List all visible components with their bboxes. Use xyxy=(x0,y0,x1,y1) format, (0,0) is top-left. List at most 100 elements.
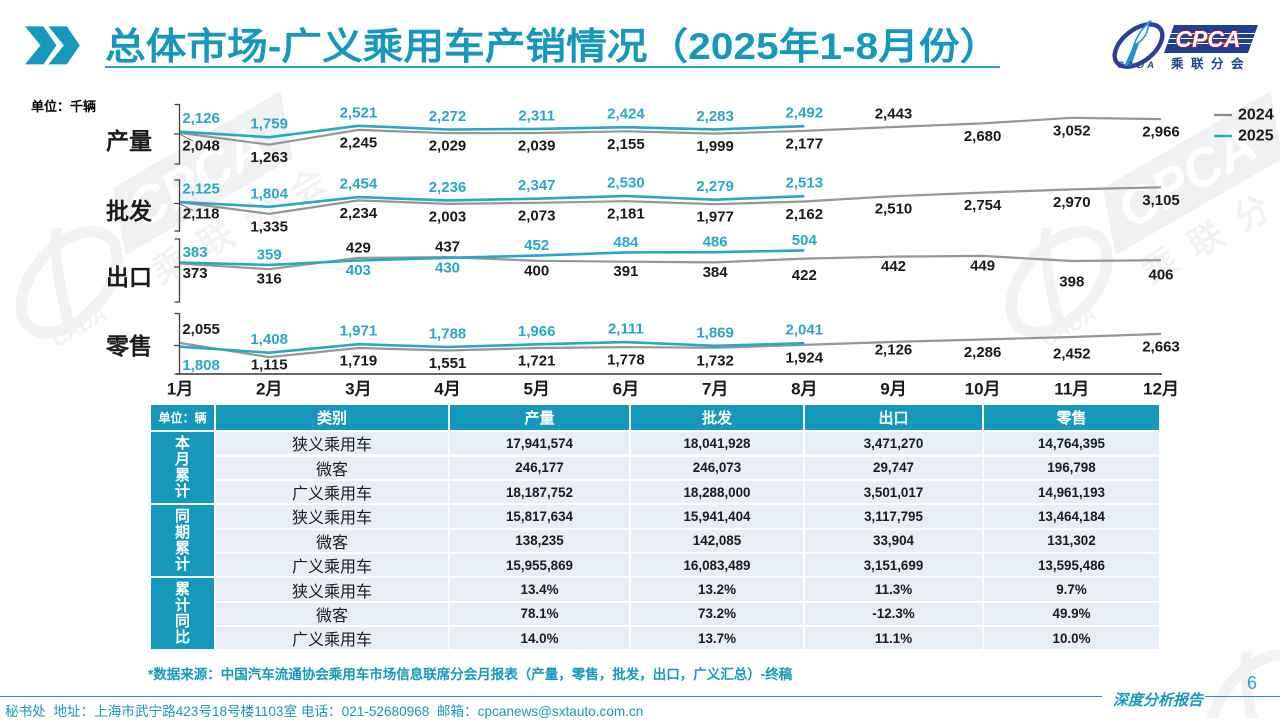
svg-text:1,977: 1,977 xyxy=(696,209,734,226)
svg-text:2,111: 2,111 xyxy=(608,321,644,338)
svg-text:3,052: 3,052 xyxy=(1053,122,1091,139)
svg-text:1,263: 1,263 xyxy=(250,149,288,166)
svg-text:2,443: 2,443 xyxy=(875,106,913,123)
svg-text:1,115: 1,115 xyxy=(251,357,288,374)
svg-text:3,105: 3,105 xyxy=(1142,192,1180,209)
svg-text:2,279: 2,279 xyxy=(696,178,734,195)
svg-text:2024: 2024 xyxy=(1238,107,1274,124)
svg-text:1,759: 1,759 xyxy=(250,116,288,133)
svg-text:2,452: 2,452 xyxy=(1053,346,1091,363)
svg-text:2,125: 2,125 xyxy=(182,181,220,198)
svg-text:2,039: 2,039 xyxy=(518,138,556,155)
svg-text:452: 452 xyxy=(524,237,549,254)
svg-text:1,869: 1,869 xyxy=(696,324,734,341)
svg-text:373: 373 xyxy=(183,265,208,282)
svg-text:11月: 11月 xyxy=(1054,380,1089,399)
svg-text:1月: 1月 xyxy=(167,380,193,399)
svg-text:2,029: 2,029 xyxy=(429,138,467,155)
svg-text:449: 449 xyxy=(970,257,995,274)
svg-text:2,492: 2,492 xyxy=(786,105,824,122)
svg-text:2,118: 2,118 xyxy=(183,206,220,223)
svg-text:504: 504 xyxy=(792,232,818,249)
svg-text:2,155: 2,155 xyxy=(607,136,645,153)
svg-text:1,732: 1,732 xyxy=(696,352,734,369)
svg-text:乘联分会: 乘联分会 xyxy=(1170,56,1251,71)
svg-text:316: 316 xyxy=(257,271,282,288)
svg-text:2,424: 2,424 xyxy=(607,106,645,123)
svg-text:7月: 7月 xyxy=(702,380,728,399)
svg-text:2,003: 2,003 xyxy=(429,208,467,225)
svg-text:产量: 产量 xyxy=(106,128,152,154)
svg-text:2,513: 2,513 xyxy=(786,175,824,192)
svg-text:10月: 10月 xyxy=(965,380,1001,399)
svg-text:批发: 批发 xyxy=(106,198,152,224)
svg-text:2,680: 2,680 xyxy=(964,128,1002,145)
svg-text:1,804: 1,804 xyxy=(250,185,288,202)
svg-text:CPCA: CPCA xyxy=(1175,26,1240,52)
svg-text:出口: 出口 xyxy=(106,264,152,290)
svg-text:403: 403 xyxy=(346,262,371,279)
svg-text:2,126: 2,126 xyxy=(182,110,220,127)
svg-text:1,335: 1,335 xyxy=(250,218,288,235)
svg-text:1,408: 1,408 xyxy=(250,331,288,348)
svg-text:8月: 8月 xyxy=(791,380,817,399)
svg-text:2,754: 2,754 xyxy=(964,197,1002,214)
svg-text:2025: 2025 xyxy=(1238,128,1274,145)
svg-text:486: 486 xyxy=(703,234,728,251)
svg-text:1,721: 1,721 xyxy=(518,353,556,370)
svg-text:1,966: 1,966 xyxy=(518,323,556,340)
svg-text:1,808: 1,808 xyxy=(182,357,220,374)
svg-text:2,055: 2,055 xyxy=(182,321,220,338)
svg-text:2,521: 2,521 xyxy=(340,104,378,121)
svg-text:2,181: 2,181 xyxy=(607,206,645,223)
svg-text:2,236: 2,236 xyxy=(429,179,467,196)
svg-text:3月: 3月 xyxy=(345,380,371,399)
svg-text:2,073: 2,073 xyxy=(518,207,556,224)
svg-text:2,347: 2,347 xyxy=(518,177,556,194)
svg-text:2,283: 2,283 xyxy=(696,108,734,125)
svg-text:2,041: 2,041 xyxy=(786,322,824,339)
svg-text:359: 359 xyxy=(257,246,282,263)
svg-text:4月: 4月 xyxy=(434,380,460,399)
svg-text:400: 400 xyxy=(524,262,549,279)
svg-text:2,311: 2,311 xyxy=(518,107,555,124)
svg-text:484: 484 xyxy=(613,234,639,251)
svg-text:2,970: 2,970 xyxy=(1053,194,1091,211)
svg-text:1,778: 1,778 xyxy=(607,352,645,369)
svg-text:1,551: 1,551 xyxy=(429,355,467,372)
svg-text:12月: 12月 xyxy=(1143,380,1179,399)
svg-text:398: 398 xyxy=(1059,274,1084,291)
svg-text:2,454: 2,454 xyxy=(340,176,378,193)
svg-text:1,719: 1,719 xyxy=(340,353,378,370)
svg-text:1,788: 1,788 xyxy=(429,326,467,343)
svg-text:383: 383 xyxy=(183,244,208,261)
svg-text:2月: 2月 xyxy=(256,380,282,399)
svg-text:384: 384 xyxy=(703,264,729,281)
svg-text:1,924: 1,924 xyxy=(786,349,824,366)
svg-text:437: 437 xyxy=(435,239,460,256)
svg-text:2,162: 2,162 xyxy=(786,206,824,223)
svg-text:406: 406 xyxy=(1148,267,1173,284)
svg-text:1,971: 1,971 xyxy=(340,323,378,340)
svg-text:2,177: 2,177 xyxy=(786,135,824,152)
svg-text:2,234: 2,234 xyxy=(340,205,378,222)
svg-text:2,663: 2,663 xyxy=(1142,338,1180,355)
svg-text:1,999: 1,999 xyxy=(696,138,734,155)
svg-text:2,126: 2,126 xyxy=(875,341,913,358)
svg-text:430: 430 xyxy=(435,259,460,276)
svg-text:2,286: 2,286 xyxy=(964,344,1002,361)
svg-text:2,510: 2,510 xyxy=(875,201,913,218)
svg-text:2,530: 2,530 xyxy=(607,175,645,192)
svg-text:442: 442 xyxy=(881,258,906,275)
svg-text:2,048: 2,048 xyxy=(182,137,220,154)
svg-text:零售: 零售 xyxy=(105,333,152,359)
svg-text:2,245: 2,245 xyxy=(340,134,378,151)
svg-text:2,966: 2,966 xyxy=(1142,124,1180,141)
svg-text:9月: 9月 xyxy=(880,380,906,399)
svg-text:422: 422 xyxy=(792,267,817,284)
svg-text:429: 429 xyxy=(346,239,371,256)
svg-text:6月: 6月 xyxy=(613,380,639,399)
svg-text:5月: 5月 xyxy=(523,380,549,399)
svg-text:391: 391 xyxy=(613,263,638,280)
svg-text:2,272: 2,272 xyxy=(429,108,467,125)
